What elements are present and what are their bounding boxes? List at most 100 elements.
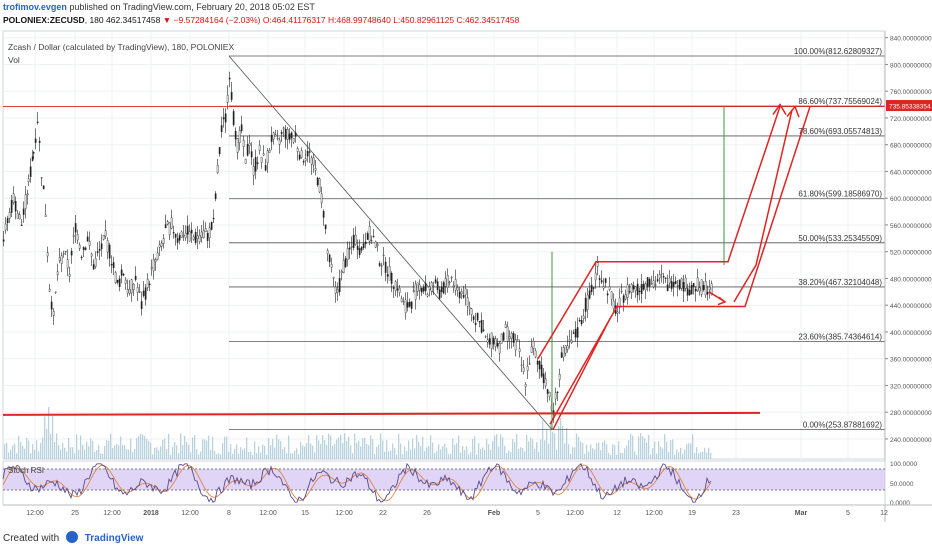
price-chart[interactable]: 100.00%(812.62809327) 86.60%(737.75569024… — [0, 27, 932, 522]
volume-bar — [506, 453, 508, 459]
candle-body — [416, 282, 419, 292]
candle-body — [698, 287, 701, 292]
candle-body — [544, 378, 547, 387]
upper-channel-line — [537, 106, 781, 360]
volume-bar — [698, 453, 700, 459]
candle-body — [394, 281, 397, 292]
volume-bar — [320, 444, 322, 459]
candle-body — [460, 291, 463, 295]
tradingview-logo-icon — [65, 531, 78, 543]
candle-body — [608, 286, 611, 290]
candle-body — [402, 301, 405, 303]
volume-bar — [146, 438, 148, 459]
volume-bar — [678, 452, 680, 459]
candle-body — [312, 157, 315, 166]
candle-body — [210, 222, 213, 230]
arrow-head — [772, 103, 787, 116]
current-price-badge — [886, 100, 932, 112]
candle-body — [580, 319, 583, 325]
candle-body — [252, 166, 255, 176]
stoch-signal-line — [2, 464, 712, 502]
candle-body — [682, 282, 685, 292]
candle-body — [280, 132, 283, 134]
volume-bar — [172, 447, 174, 459]
volume-bar — [442, 446, 444, 459]
candle-body — [434, 279, 437, 283]
candle-body — [512, 333, 515, 343]
volume-bar — [702, 451, 704, 459]
volume-bar — [16, 453, 18, 459]
price-pane — [2, 30, 886, 460]
footer: Created with TradingView — [3, 531, 143, 544]
candle-body — [422, 286, 425, 292]
candle-body — [196, 235, 199, 239]
volume-bar — [50, 434, 52, 459]
candle-body — [124, 279, 127, 284]
candle-body — [50, 301, 53, 310]
volume-bar — [628, 440, 630, 459]
volume-bar — [696, 447, 698, 459]
volume-bar — [604, 440, 606, 459]
candle-body — [254, 157, 257, 172]
volume-bar — [374, 453, 376, 459]
volume-bar — [514, 442, 516, 459]
candle-body — [32, 152, 35, 154]
volume-bar — [572, 447, 574, 459]
candle-body — [300, 150, 303, 158]
candle-body — [444, 278, 447, 287]
time-tick-label: 22 — [379, 510, 387, 517]
volume-bar — [118, 445, 120, 459]
volume-bar — [216, 454, 218, 459]
volume-bar — [600, 450, 602, 459]
volume-bar — [180, 433, 182, 459]
candle-body — [18, 214, 21, 220]
candle-body — [700, 279, 703, 295]
tradingview-brand[interactable]: TradingView — [84, 533, 144, 544]
candle-body — [258, 144, 261, 151]
candle-body — [480, 320, 483, 333]
time-tick-label: 26 — [423, 510, 431, 517]
volume-bar — [300, 441, 302, 459]
candle-body — [170, 217, 173, 229]
volume-bar — [52, 416, 54, 459]
volume-bar — [130, 438, 132, 459]
volume-bar — [386, 440, 388, 459]
candle-body — [290, 132, 293, 139]
volume-bar — [690, 443, 692, 459]
volume-bar — [48, 406, 50, 459]
author-name[interactable]: trofimov.evgen — [3, 2, 67, 12]
volume-bar — [22, 445, 24, 459]
candle-body — [648, 279, 651, 287]
candle-body — [490, 332, 493, 349]
candle-body — [22, 208, 25, 215]
volume-bar — [354, 433, 356, 459]
volume-bar — [526, 434, 528, 459]
volume-bar — [534, 448, 536, 459]
volume-bar — [288, 435, 290, 459]
volume-bar — [314, 452, 316, 459]
candle-body — [650, 283, 653, 285]
candle-body — [602, 286, 605, 289]
lower-channel-line — [549, 106, 811, 425]
volume-bar — [132, 452, 134, 459]
volume-bar — [620, 452, 622, 459]
volume-bar — [102, 453, 104, 459]
volume-bar — [358, 440, 360, 459]
candle-body — [204, 228, 207, 232]
volume-bar — [670, 440, 672, 459]
candle-body — [440, 286, 443, 293]
volume-bar — [238, 453, 240, 459]
candle-body — [338, 278, 341, 293]
candle-body — [240, 124, 243, 131]
time-tick-label: 12:00 — [645, 510, 663, 517]
volume-bar — [594, 449, 596, 459]
candle-body — [182, 235, 185, 237]
candle-body — [136, 286, 139, 293]
high-value: H:468.99748640 — [327, 15, 391, 25]
candle-body — [116, 279, 119, 283]
volume-bar — [372, 439, 374, 459]
candle-body — [20, 224, 23, 227]
volume-bar — [562, 426, 564, 459]
volume-bar — [524, 451, 526, 459]
volume-bar — [210, 449, 212, 459]
